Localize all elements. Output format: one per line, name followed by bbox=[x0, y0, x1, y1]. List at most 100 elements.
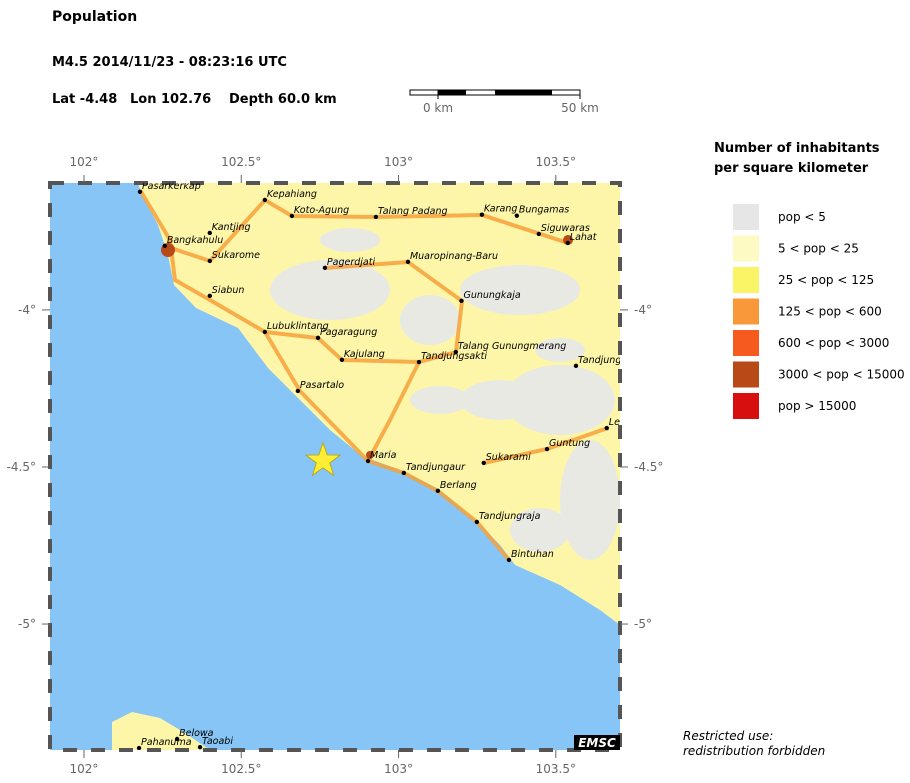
place-dot bbox=[174, 736, 180, 742]
place-dot bbox=[514, 213, 520, 218]
place-label: Kantjing bbox=[212, 222, 251, 233]
place-dot bbox=[506, 557, 512, 563]
y-tick-label: -4.5° bbox=[634, 460, 663, 474]
place-dot bbox=[416, 359, 422, 365]
place-dot bbox=[315, 335, 321, 341]
place-label: Pasarkerkap bbox=[142, 181, 201, 192]
place-dot bbox=[565, 240, 570, 246]
x-tick-label: 103.5° bbox=[536, 155, 576, 169]
place-label: Berlang bbox=[440, 480, 477, 491]
scale-start: 0 km bbox=[423, 101, 453, 115]
place-dot bbox=[481, 460, 486, 466]
legend-label: pop > 15000 bbox=[778, 399, 856, 413]
place-label: Tandjung bbox=[578, 355, 621, 366]
place-label: Bintuhan bbox=[511, 549, 554, 560]
note: redistribution forbidden bbox=[683, 744, 825, 758]
place-dot bbox=[573, 363, 579, 369]
place-label: Taoabi bbox=[202, 736, 233, 747]
place-dot bbox=[289, 213, 295, 219]
place-label: Lubuklintang bbox=[267, 321, 329, 332]
legend-label: 5 < pop < 25 bbox=[778, 242, 859, 256]
x-tick-label: 102° bbox=[70, 762, 99, 776]
places: Pasarkerkap Kepahiang Koto-Agung Talang Pad… bbox=[136, 181, 621, 750]
x-tick-label: 103° bbox=[384, 762, 413, 776]
map-base bbox=[50, 183, 620, 750]
scale-bar bbox=[409, 89, 581, 99]
place-dot bbox=[137, 189, 143, 194]
place-dot bbox=[262, 329, 268, 335]
title: Population bbox=[52, 9, 137, 25]
place-label: Pagaragung bbox=[320, 327, 377, 338]
x-tick-label: 102° bbox=[70, 155, 99, 169]
place-dot bbox=[262, 197, 268, 203]
place-label: Pagerdjati bbox=[327, 257, 376, 268]
x-tick-label: 103° bbox=[384, 155, 413, 169]
place-dot bbox=[295, 388, 301, 394]
legend-label: 125 < pop < 600 bbox=[778, 305, 882, 319]
place-label: Karang bbox=[484, 204, 517, 215]
place-label: Kepahiang bbox=[267, 189, 317, 200]
lat: Lat -4.48 bbox=[52, 92, 117, 107]
legend-swatch bbox=[733, 204, 759, 230]
legend-swatch bbox=[733, 393, 759, 419]
y-tick-label: -4.5° bbox=[7, 460, 36, 474]
place-label: Kajulang bbox=[344, 349, 385, 360]
scale-end: 50 km bbox=[561, 101, 599, 115]
legend-swatch bbox=[733, 330, 759, 356]
place-dot bbox=[459, 298, 464, 303]
y-tick-label: -5° bbox=[634, 617, 652, 631]
epicenter bbox=[304, 441, 342, 477]
y-tick-label: -5° bbox=[18, 617, 36, 631]
place-dot bbox=[136, 745, 142, 750]
x-tick-label: 103.5° bbox=[536, 762, 576, 776]
place-dot bbox=[401, 470, 407, 476]
place-label: Pahanuma bbox=[141, 737, 192, 748]
place-dot bbox=[435, 488, 441, 494]
place-label: Tandjungaur bbox=[406, 462, 466, 473]
place-dot bbox=[162, 243, 168, 249]
place-label: Talang Gunungmerang bbox=[458, 341, 567, 352]
legend-title: Number of inhabitants bbox=[714, 141, 880, 156]
legend-swatch bbox=[733, 235, 759, 262]
place-label: Talang Padang bbox=[378, 206, 448, 217]
place-label: Pasartalo bbox=[300, 380, 344, 391]
place-label: Belowa bbox=[179, 728, 214, 739]
place-dot bbox=[536, 231, 542, 237]
x-tick-label: 102.5° bbox=[221, 155, 261, 169]
lon: Lon 102.76 bbox=[130, 92, 211, 107]
place-label: Maria bbox=[370, 450, 397, 461]
legend-label: 25 < pop < 125 bbox=[778, 273, 874, 287]
place-dot bbox=[544, 446, 550, 452]
depth: Depth 60.0 km bbox=[229, 92, 337, 107]
place-label: Bangkahulu bbox=[167, 235, 223, 246]
place-label: Lahat bbox=[570, 232, 598, 243]
x-tick-label: 102.5° bbox=[221, 762, 261, 776]
place-label: Sukarome bbox=[212, 250, 260, 261]
place-label: Le bbox=[609, 417, 620, 428]
legend-title: per square kilometer bbox=[714, 161, 869, 176]
event: M4.5 2014/11/23 - 08:23:16 UTC bbox=[52, 55, 287, 70]
legend-label: pop < 5 bbox=[778, 210, 826, 224]
note: Restricted use: bbox=[683, 729, 773, 743]
legend-swatch bbox=[733, 298, 759, 325]
place-dot bbox=[365, 458, 371, 464]
place-dot bbox=[453, 349, 458, 355]
y-tick-label: -4° bbox=[634, 303, 652, 317]
place-label: Guntung bbox=[549, 438, 590, 449]
place-dot bbox=[479, 212, 485, 217]
place-dot bbox=[207, 293, 213, 298]
legend-label: 600 < pop < 3000 bbox=[778, 336, 889, 350]
place-label: Siabun bbox=[212, 285, 245, 296]
place-dot bbox=[207, 258, 213, 264]
place-dot bbox=[197, 744, 203, 750]
place-dot bbox=[207, 230, 213, 236]
y-tick-label: -4° bbox=[18, 303, 36, 317]
place-label: Sukarami bbox=[486, 452, 531, 463]
place-dot bbox=[405, 259, 411, 265]
place-label: Tandjungsakti bbox=[421, 351, 487, 362]
place-label: Siguwaras bbox=[541, 223, 590, 234]
place-dot bbox=[474, 519, 480, 525]
place-label: Tandjungraja bbox=[479, 511, 541, 522]
place-dot bbox=[373, 214, 379, 220]
place-dot bbox=[604, 425, 609, 431]
